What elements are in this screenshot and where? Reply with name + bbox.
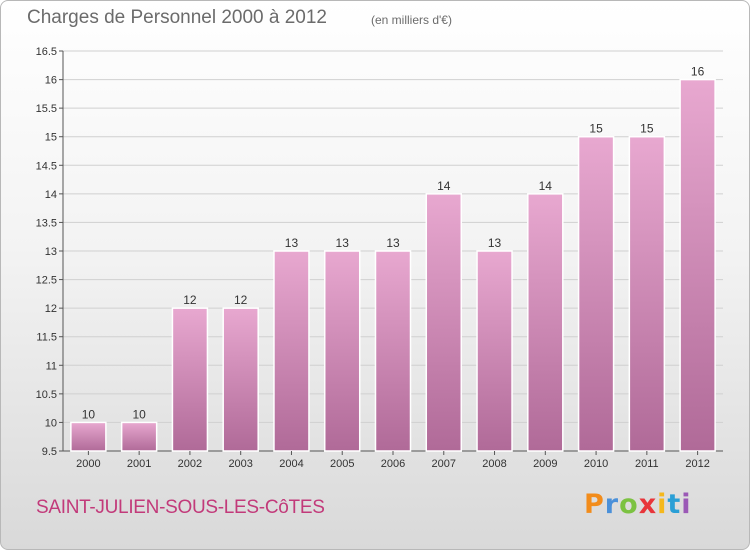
bar: [679, 78, 716, 452]
logo-letter: r: [604, 489, 620, 520]
x-tick-label: 2004: [279, 458, 303, 470]
place-name: SAINT-JULIEN-SOUS-LES-CôTES: [36, 497, 325, 518]
bar: [476, 250, 513, 452]
y-tick-label: 13.5: [36, 217, 57, 229]
chart-subtitle: (en milliers d'€): [371, 13, 452, 27]
y-tick-label: 12.5: [36, 275, 57, 287]
bar-value-label: 14: [437, 179, 451, 193]
bar-value-label: 13: [336, 236, 350, 250]
y-tick-label: 15: [45, 132, 57, 144]
y-tick-label: 13: [45, 246, 57, 258]
bar: [323, 250, 361, 452]
bar: [273, 250, 310, 452]
x-tick-label: 2002: [178, 458, 202, 470]
x-tick-label: 2001: [127, 458, 151, 470]
bar-value-label: 10: [132, 407, 146, 421]
bar-value-label: 13: [285, 236, 299, 250]
bar: [222, 307, 259, 452]
proxiti-logo: Proxiti: [584, 489, 692, 520]
bar-value-label: 14: [539, 179, 553, 193]
bar: [628, 135, 666, 452]
bar: [171, 307, 209, 452]
bar: [374, 250, 412, 452]
logo-letter: i: [681, 489, 692, 520]
logo-letter: P: [584, 489, 605, 520]
logo-letter: x: [638, 489, 658, 520]
x-tick-label: 2006: [381, 458, 405, 470]
y-tick-label: 12: [45, 303, 57, 315]
x-tick-label: 2007: [432, 458, 456, 470]
chart-title: Charges de Personnel 2000 à 2012: [27, 7, 328, 28]
bar-value-label: 13: [488, 236, 502, 250]
x-tick-label: 2010: [584, 458, 608, 470]
x-tick-label: 2000: [76, 458, 100, 470]
y-tick-label: 14: [45, 189, 57, 201]
bar-value-label: 10: [82, 407, 96, 421]
x-tick-label: 2011: [635, 458, 659, 470]
y-tick-label: 14.5: [36, 160, 57, 172]
y-tick-label: 16.5: [36, 46, 57, 58]
logo-letter: o: [619, 489, 639, 520]
bar: [70, 421, 107, 452]
y-tick-label: 15.5: [36, 103, 57, 115]
x-tick-label: 2009: [533, 458, 557, 470]
y-tick-label: 16: [45, 75, 57, 87]
bar-value-label: 15: [589, 122, 603, 136]
y-tick-label: 10.5: [36, 389, 57, 401]
bar-value-label: 12: [234, 293, 248, 307]
logo-letter: t: [667, 489, 682, 520]
bar-value-label: 16: [691, 65, 705, 79]
x-tick-label: 2008: [482, 458, 506, 470]
bar-value-label: 15: [640, 122, 654, 136]
bar: [527, 193, 564, 452]
bar: [425, 193, 463, 452]
logo-letter: i: [657, 489, 668, 520]
x-tick-label: 2003: [228, 458, 252, 470]
x-tick-label: 2012: [685, 458, 709, 470]
bar: [577, 135, 615, 452]
y-tick-label: 11.5: [36, 332, 57, 344]
y-tick-label: 10: [45, 417, 57, 429]
y-tick-label: 11: [46, 360, 57, 372]
bar-value-label: 13: [386, 236, 400, 250]
x-tick-label: 2005: [330, 458, 354, 470]
bar-value-label: 12: [183, 293, 197, 307]
y-tick-label: 9.5: [42, 446, 57, 458]
bar: [120, 421, 158, 452]
